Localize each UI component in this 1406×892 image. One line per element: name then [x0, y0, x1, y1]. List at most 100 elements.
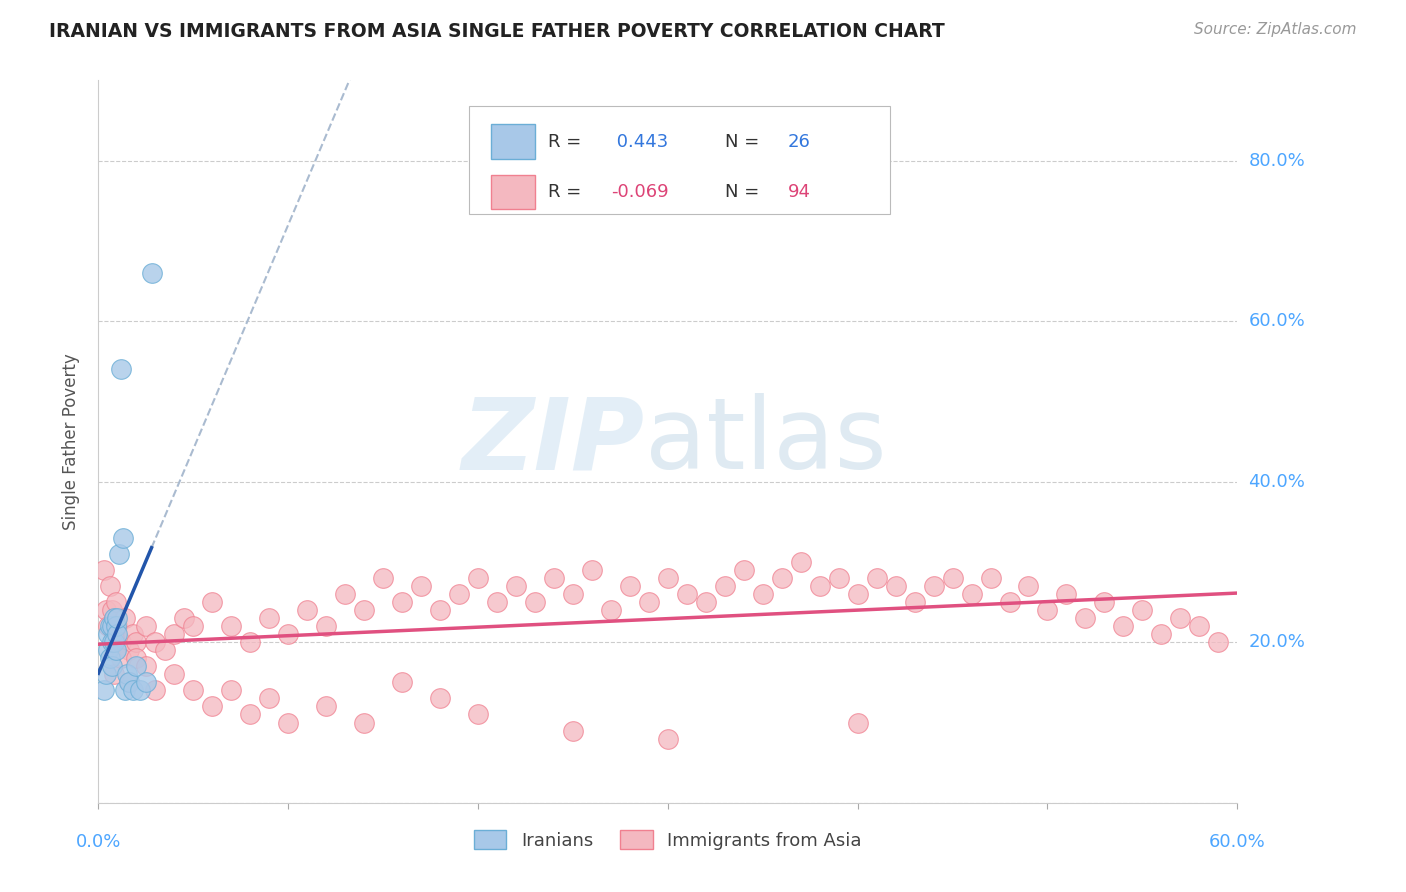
Point — [110, 635, 132, 649]
Point — [103, 611, 125, 625]
Point — [467, 707, 489, 722]
Text: R =: R = — [548, 183, 588, 201]
Point — [121, 683, 143, 698]
Point — [100, 619, 122, 633]
Point — [391, 675, 413, 690]
Point — [1132, 603, 1154, 617]
Point — [104, 619, 127, 633]
Point — [107, 611, 129, 625]
Point — [884, 579, 907, 593]
Text: N =: N = — [725, 133, 765, 151]
Text: -0.069: -0.069 — [612, 183, 668, 201]
Text: Source: ZipAtlas.com: Source: ZipAtlas.com — [1194, 22, 1357, 37]
Point — [904, 595, 927, 609]
Point — [108, 547, 131, 561]
Point — [98, 579, 121, 593]
Point — [97, 643, 120, 657]
Point — [524, 595, 547, 609]
Point — [277, 627, 299, 641]
Point — [163, 667, 186, 681]
Text: 20.0%: 20.0% — [1249, 633, 1305, 651]
Point — [112, 531, 135, 545]
Point — [979, 571, 1001, 585]
Point — [429, 691, 451, 706]
Legend: Iranians, Immigrants from Asia: Iranians, Immigrants from Asia — [465, 822, 870, 859]
Bar — [491, 124, 534, 159]
Point — [467, 571, 489, 585]
Point — [114, 683, 136, 698]
Point — [657, 571, 679, 585]
Point — [998, 595, 1021, 609]
Point — [104, 643, 127, 657]
Point — [790, 555, 813, 569]
Point — [97, 619, 120, 633]
Point — [619, 579, 641, 593]
Point — [1074, 611, 1097, 625]
Point — [145, 683, 167, 698]
Point — [98, 651, 121, 665]
Point — [562, 587, 585, 601]
Point — [183, 683, 205, 698]
Point — [1188, 619, 1211, 633]
Point — [135, 659, 157, 673]
Point — [239, 707, 262, 722]
Point — [1056, 587, 1078, 601]
Point — [201, 595, 224, 609]
Text: 60.0%: 60.0% — [1209, 833, 1265, 851]
Point — [828, 571, 851, 585]
Point — [93, 563, 115, 577]
Point — [315, 619, 337, 633]
Text: R =: R = — [548, 133, 588, 151]
Point — [201, 699, 224, 714]
Point — [125, 635, 148, 649]
Point — [118, 675, 141, 690]
Point — [714, 579, 737, 593]
Text: 26: 26 — [787, 133, 810, 151]
Point — [770, 571, 793, 585]
FancyBboxPatch shape — [468, 105, 890, 214]
Point — [486, 595, 509, 609]
Point — [100, 659, 122, 673]
Point — [153, 643, 176, 657]
Point — [163, 627, 186, 641]
Point — [1112, 619, 1135, 633]
Point — [1170, 611, 1192, 625]
Text: 80.0%: 80.0% — [1249, 152, 1305, 169]
Point — [846, 715, 869, 730]
Point — [145, 635, 167, 649]
Point — [94, 667, 117, 681]
Text: ZIP: ZIP — [463, 393, 645, 490]
Point — [103, 635, 125, 649]
Point — [259, 691, 281, 706]
Point — [752, 587, 775, 601]
Point — [808, 579, 831, 593]
Point — [103, 667, 125, 681]
Point — [371, 571, 394, 585]
Text: 0.443: 0.443 — [612, 133, 668, 151]
Point — [277, 715, 299, 730]
Point — [97, 627, 120, 641]
Point — [135, 675, 157, 690]
Point — [125, 659, 148, 673]
Point — [259, 611, 281, 625]
Point — [846, 587, 869, 601]
Point — [121, 627, 143, 641]
Bar — [491, 175, 534, 210]
Point — [221, 619, 243, 633]
Point — [297, 603, 319, 617]
Point — [173, 611, 195, 625]
Point — [141, 266, 163, 280]
Point — [315, 699, 337, 714]
Point — [1208, 635, 1230, 649]
Point — [562, 723, 585, 738]
Point — [411, 579, 433, 593]
Point — [118, 675, 141, 690]
Point — [1094, 595, 1116, 609]
Point — [676, 587, 699, 601]
Text: 94: 94 — [787, 183, 810, 201]
Point — [239, 635, 262, 649]
Point — [114, 611, 136, 625]
Text: 40.0%: 40.0% — [1249, 473, 1305, 491]
Point — [638, 595, 661, 609]
Point — [581, 563, 603, 577]
